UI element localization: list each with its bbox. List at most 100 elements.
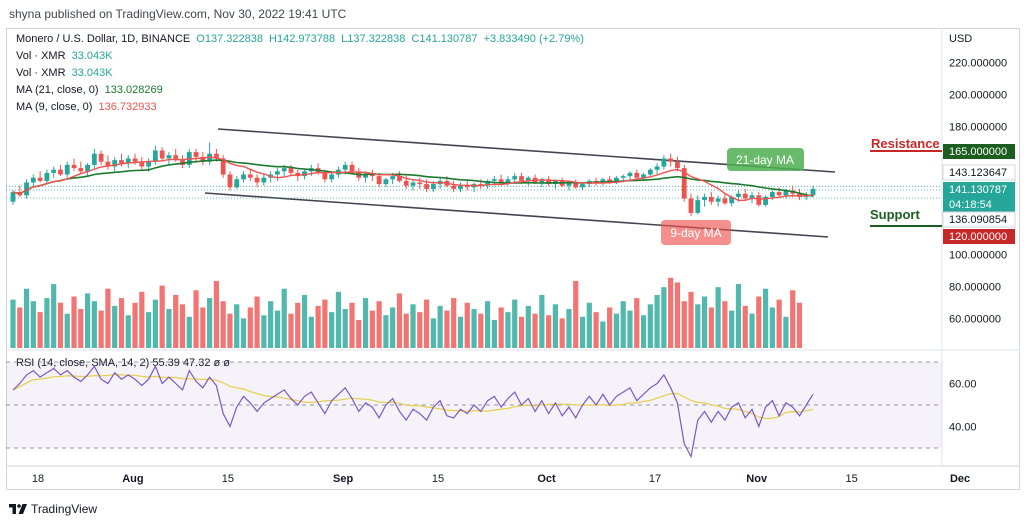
time-axis-label: Oct [537, 473, 556, 485]
candle-body [159, 150, 165, 159]
candle-body [708, 196, 714, 202]
symbol-title[interactable]: Monero / U.S. Dollar, 1D, BINANCE [16, 33, 191, 45]
candle-body [91, 153, 97, 165]
price-tag-box [943, 182, 1015, 213]
candle-body [288, 168, 294, 173]
volume-bar [369, 310, 375, 348]
candle-body [139, 161, 145, 167]
price-tag-label: 120.000000 [949, 231, 1007, 243]
volume-bar [566, 309, 572, 348]
candle-body [105, 161, 111, 167]
price-axis-label: 60.000000 [949, 314, 1001, 326]
volume-legend-2[interactable]: Vol · XMR 33.043K [16, 67, 113, 79]
candle-body [641, 174, 646, 178]
time-axis-label: Sep [333, 473, 353, 485]
price-axis-label: 180.000000 [949, 122, 1007, 134]
channel-lower-line[interactable] [204, 192, 829, 238]
volume-bar [579, 316, 586, 348]
volume-bar [634, 298, 640, 348]
volume-bar [695, 304, 701, 348]
volume-bar [485, 301, 491, 348]
rsi-legend[interactable]: RSI (14, close, SMA, 14, 2) 55.39 47.32 … [16, 357, 230, 369]
volume-bar [254, 296, 260, 348]
volume-bar [322, 299, 328, 348]
volume-bar [769, 307, 775, 348]
volume-bar [729, 310, 735, 348]
ma21-line[interactable] [12, 159, 814, 197]
volume-bar [620, 301, 626, 348]
volume-bar [179, 304, 186, 348]
candle-body [681, 168, 687, 199]
volume-bar [464, 302, 470, 348]
ma9-label: MA (9, close, 0) [16, 101, 93, 113]
candle-body [742, 193, 748, 199]
volume-bar [491, 319, 497, 348]
time-axis-label: 15 [222, 473, 234, 485]
ma9-legend[interactable]: MA (9, close, 0) 136.732933 [16, 101, 157, 113]
volume-label: Vol · XMR [16, 50, 66, 62]
volume-bar [125, 315, 131, 348]
volume-bar [613, 313, 620, 348]
currency-label[interactable]: USD [949, 33, 973, 45]
tradingview-logo-icon [9, 504, 27, 514]
volume-bar [471, 309, 477, 348]
high-value: H142.973788 [269, 33, 336, 45]
volume-bar [668, 277, 674, 348]
candle-body [769, 192, 775, 197]
candle-body [403, 180, 409, 186]
candle-body [376, 176, 382, 185]
rsi-line[interactable] [12, 364, 814, 459]
candle-body [485, 180, 490, 186]
volume-bar [193, 290, 199, 348]
volume-bar [152, 299, 158, 348]
ma9-line[interactable] [12, 156, 814, 201]
volume-bar [268, 301, 274, 348]
ohlc-legend: Monero / U.S. Dollar, 1D, BINANCE O137.3… [16, 33, 584, 45]
candle-body [668, 158, 674, 162]
candle-body [722, 198, 728, 204]
volume-bar [23, 288, 30, 348]
ma21-legend[interactable]: MA (21, close, 0) 133.028269 [16, 84, 163, 96]
candle-body [654, 166, 660, 170]
candle-body [261, 177, 267, 183]
candle-body [763, 196, 768, 205]
volume-bar [627, 310, 633, 348]
rsi-extra: ø ø [213, 357, 231, 369]
candle-body [214, 153, 219, 159]
time-axis-label: 17 [649, 473, 661, 485]
volume-bar [71, 296, 77, 348]
candle-body [417, 182, 423, 185]
volume-bar [518, 316, 525, 348]
candle-body [383, 179, 389, 185]
volume-bar [139, 291, 145, 348]
candle-body [58, 169, 63, 175]
volume-bar [532, 313, 538, 348]
price-axis-label: 80.000000 [949, 282, 1001, 294]
ma9-value: 136.732933 [98, 101, 157, 113]
volume-bar [762, 288, 769, 348]
candle-body [10, 192, 16, 202]
candle-body [302, 171, 307, 177]
low-value: L137.322838 [341, 33, 406, 45]
resistance-label: Resistance [871, 136, 940, 151]
volume-bar [546, 315, 552, 348]
price-tag-label: 165.000000 [949, 146, 1007, 158]
volume-bar [735, 284, 742, 348]
price-tag-box [942, 211, 1016, 228]
volume-legend[interactable]: Vol · XMR 33.043K [16, 50, 113, 62]
rsi-sma-line[interactable] [12, 373, 814, 420]
close-value: C141.130787 [411, 33, 478, 45]
candle-body [44, 172, 50, 181]
volume-label-2: Vol · XMR [16, 67, 66, 79]
volume-bar [573, 280, 579, 348]
candle-body [78, 168, 84, 172]
candle-body [200, 156, 206, 162]
volume-bar [423, 299, 430, 348]
time-axis-label: 18 [32, 473, 44, 485]
volume-bar [722, 301, 728, 348]
volume-bar [586, 302, 592, 348]
volume-bar [525, 305, 531, 348]
volume-bar [790, 290, 796, 348]
volume-bar [105, 288, 111, 348]
